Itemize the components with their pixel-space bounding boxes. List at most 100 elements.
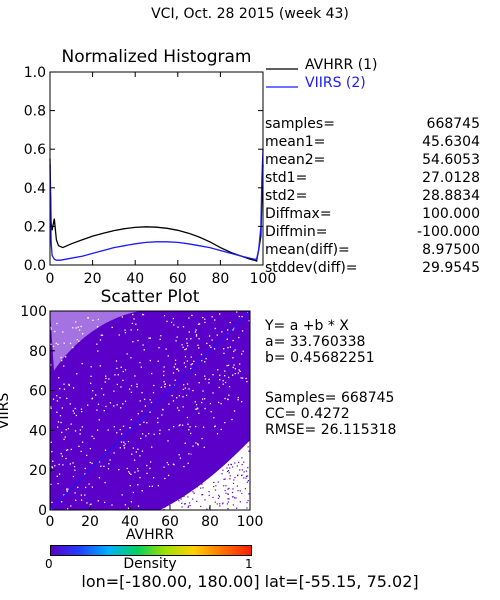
scatter-gap [174,379,176,381]
scatter-gap [162,409,164,411]
scatter-point [192,463,195,465]
scatter-point [229,467,231,469]
scatter-gap [130,473,132,476]
scatter-point [201,483,203,485]
scatter-point [226,421,229,423]
scatter-gap [123,447,126,449]
scatter-point [213,485,215,488]
scatter-gap [101,387,103,390]
density-colorbar [50,545,252,556]
scatter-point [185,482,187,485]
scatter-gap [224,421,226,424]
scatter-gap [227,398,229,401]
scatter-point [174,468,176,470]
scatter-point [222,445,224,448]
scatter-point [156,508,158,510]
stat-key: mean1= [265,134,326,150]
scatter-point [220,449,222,451]
scatter-gap [81,362,83,365]
scatter-point [227,437,229,439]
y-tick-label: 20 [29,463,47,479]
scatter-gap [198,338,200,340]
scatter-gap [66,397,68,400]
stat-row: std1= 27.0128 [265,170,480,186]
scatter-gap [200,353,203,356]
scatter-point [150,491,152,493]
x-tick-label: 0 [46,514,55,530]
scatter-point [245,475,248,477]
scatter-point [155,485,158,487]
scatter-gap [229,321,231,324]
x-tick-label: 80 [211,271,229,287]
y-tick-label: 1.0 [24,65,46,81]
scatter-point [246,481,249,483]
scatter-gap [183,384,185,386]
scatter-gap [197,323,200,325]
y-tick-label: 0.4 [24,181,46,197]
scatter-gap [59,415,62,417]
scatter-gap [203,446,205,448]
scatter-gap [209,345,211,347]
scatter-point [243,461,245,463]
scatter-point [227,464,230,466]
scatter-point [208,494,210,496]
scatter-gap [157,360,159,362]
scatter-gap [50,407,52,409]
scatter-point [227,498,229,500]
histogram-title: Normalized Histogram [61,47,252,67]
stat-key: std1= [265,170,308,186]
scatter-gap [190,453,192,455]
scatter-point [226,503,229,505]
scatter-gap [75,414,78,417]
stat-key: stddev(diff)= [265,260,358,276]
scatter-gap [204,398,206,400]
scatter-point [228,487,230,489]
legend-label-avhrr: AVHRR (1) [305,57,378,73]
scatter-gap [68,383,70,386]
scatter-gap [50,364,52,366]
scatter-point [179,483,181,486]
scatter-gap [71,346,74,348]
scatter-point [241,474,243,476]
scatter-point [205,437,207,439]
scatter-gap [220,402,222,405]
scatter-point [228,498,230,500]
scatter-gap [63,365,65,367]
y-tick-label: 0.2 [24,219,46,235]
y-tick-label: 60 [29,384,47,400]
regression-cc: CC= 0.4272 [265,406,350,422]
scatter-point [201,494,203,496]
scatter-gap [187,345,189,347]
scatter-gap [132,447,134,449]
scatter-gap [232,339,234,342]
scatter-gap [213,348,216,350]
scatter-gap [121,316,123,318]
scatter-gap [161,414,163,416]
scatter-gap [113,405,115,407]
scatter-gap [57,426,59,428]
scatter-gap [234,349,236,351]
scatter-point [228,428,230,430]
scatter-gap [66,490,69,493]
scatter-gap [70,423,72,425]
scatter-point [238,424,240,426]
y-tick-label: 0.6 [24,142,46,158]
scatter-point [243,437,245,439]
scatter-gap [123,441,125,443]
scatter-gap [195,333,198,336]
scatter-point [227,470,230,472]
scatter-gap [163,374,165,377]
scatter-gap [65,449,68,451]
scatter-gap [184,348,186,351]
scatter-gap [139,476,141,479]
scatter-gap [99,339,102,341]
scatter-point [220,453,222,455]
scatter-gap [133,318,135,320]
scatter-gap [132,341,134,343]
scatter-gap [119,429,121,431]
scatter-gap [149,467,151,470]
scatter-point [204,499,206,501]
regression-rmse: RMSE= 26.115318 [265,422,397,438]
scatter-point [197,447,199,449]
scatter-point [225,425,227,427]
